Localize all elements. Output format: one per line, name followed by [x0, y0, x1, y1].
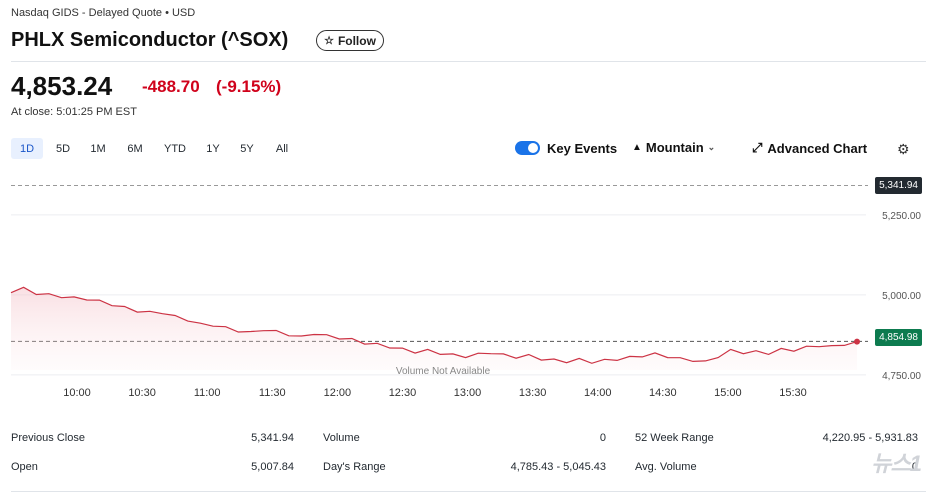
stat-label-avg-volume: Avg. Volume	[635, 461, 697, 473]
x-tick-label: 14:30	[649, 387, 677, 399]
range-tab-all[interactable]: All	[275, 142, 289, 155]
chart-type-label: Mountain	[645, 140, 704, 155]
price-series-line	[10, 286, 858, 364]
range-tab-1d[interactable]: 1D	[11, 138, 43, 159]
stat-value-avg-volume: 0	[911, 461, 918, 473]
follow-label: Follow	[337, 33, 376, 48]
range-tab-5d[interactable]: 5D	[55, 142, 71, 155]
key-events-label: Key Events	[547, 141, 618, 156]
advanced-chart-label: Advanced Chart	[767, 140, 868, 156]
exchange-info: Nasdaq GIDS - Delayed Quote • USD	[11, 7, 196, 19]
price-change: -488.70	[142, 77, 200, 96]
page-title: PHLX Semiconductor (^SOX)	[11, 29, 289, 51]
x-tick-label: 12:30	[389, 387, 417, 399]
stat-label-days-range: Day's Range	[323, 461, 386, 473]
stat-label-volume: Volume	[323, 432, 360, 444]
toggle-knob	[528, 143, 538, 153]
watermark-logo: 뉴스1	[871, 451, 922, 476]
x-tick-label: 10:00	[63, 387, 91, 399]
advanced-chart-button[interactable]: ⤢ Advanced Chart	[752, 140, 867, 156]
chart-gridlines	[11, 214, 866, 376]
gear-icon[interactable]: ⚙	[897, 141, 910, 157]
y-tick-label: 5,250.00	[882, 211, 921, 222]
x-tick-label: 13:30	[519, 387, 547, 399]
stat-label-52-week-range: 52 Week Range	[635, 432, 714, 444]
x-tick-label: 11:00	[194, 387, 221, 399]
price-chart[interactable]: 5,250.00 5,000.00 4,750.00 10:00 10:30 11:00…	[0, 170, 933, 410]
previous-close-tag: 5,341.94	[875, 177, 922, 194]
y-tick-label: 4,750.00	[882, 371, 921, 382]
volume-unavailable-note: Volume Not Available	[396, 366, 491, 377]
follow-button[interactable]: ☆ Follow	[316, 30, 384, 51]
price-change-percent: (-9.15%)	[216, 77, 282, 96]
price-area	[11, 287, 857, 370]
key-events-toggle[interactable]	[515, 141, 540, 155]
stat-value-open: 5,007.84	[251, 461, 294, 473]
x-tick-label: 10:30	[128, 387, 156, 399]
x-tick-label: 14:00	[584, 387, 612, 399]
stat-value-days-range: 4,785.43 - 5,045.43	[510, 461, 606, 473]
stat-value-previous-close: 5,341.94	[251, 432, 294, 444]
expand-icon: ⤢	[752, 140, 763, 155]
mountain-icon: ▲	[632, 142, 642, 153]
current-price-tag: 4,854.98	[875, 329, 922, 346]
x-tick-label: 13:00	[454, 387, 482, 399]
last-price-dot	[854, 338, 860, 345]
star-icon: ☆	[324, 35, 334, 47]
header-divider	[11, 61, 926, 62]
range-tab-5y[interactable]: 5Y	[240, 142, 254, 155]
stat-value-volume: 0	[599, 432, 606, 444]
stats-divider	[11, 491, 926, 492]
x-tick-label: 15:30	[779, 387, 807, 399]
range-tab-ytd[interactable]: YTD	[164, 142, 186, 155]
range-tab-1m[interactable]: 1M	[90, 142, 106, 155]
y-tick-label: 5,000.00	[882, 291, 921, 302]
current-price: 4,853.24	[11, 71, 113, 101]
range-tab-6m[interactable]: 6M	[127, 142, 143, 155]
chevron-down-icon: ⌄	[707, 142, 716, 152]
x-tick-label: 15:00	[714, 387, 742, 399]
stat-label-previous-close: Previous Close	[11, 432, 85, 444]
range-tab-1y[interactable]: 1Y	[206, 142, 220, 155]
stat-label-open: Open	[11, 461, 38, 473]
close-time: At close: 5:01:25 PM EST	[11, 106, 137, 118]
stat-value-52-week-range: 4,220.95 - 5,931.83	[822, 432, 918, 444]
chart-type-dropdown[interactable]: ▲ Mountain ⌄	[632, 140, 715, 155]
x-tick-label: 12:00	[324, 387, 352, 399]
x-tick-label: 11:30	[259, 387, 286, 399]
